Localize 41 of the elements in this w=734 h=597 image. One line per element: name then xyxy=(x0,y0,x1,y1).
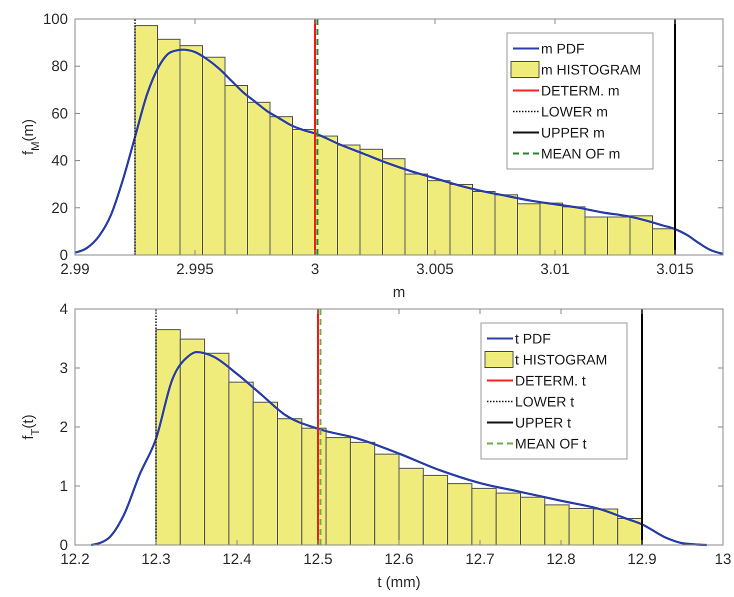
legend-label: MEAN OF t xyxy=(515,436,587,452)
x-tick-label: 12.9 xyxy=(627,551,657,568)
x-tick-label: 12.7 xyxy=(465,551,495,568)
legend-label: t PDF xyxy=(515,330,551,346)
y-tick-label: 100 xyxy=(42,11,68,28)
legend-label: DETERM. t xyxy=(515,372,586,388)
legend-label: MEAN OF m xyxy=(541,146,620,162)
legend-label: DETERM. m xyxy=(541,82,620,98)
x-tick-label: 12.5 xyxy=(303,551,333,568)
legend-label: m HISTOGRAM xyxy=(541,62,642,78)
x-tick-label: 3.01 xyxy=(540,261,570,278)
x-tick-label: 2.995 xyxy=(176,261,214,278)
x-tick-label: 12.3 xyxy=(141,551,171,568)
x-tick-label: 13 xyxy=(714,551,732,568)
y-tick-label: 2 xyxy=(60,419,68,436)
x-axis-title: t (mm) xyxy=(377,574,421,591)
x-tick-label: 12.6 xyxy=(384,551,414,568)
legend-label: m PDF xyxy=(541,40,585,56)
y-tick-label: 3 xyxy=(60,360,68,377)
y-tick-label: 40 xyxy=(51,152,68,170)
x-axis-title: m xyxy=(392,284,406,301)
x-tick-label: 3.005 xyxy=(416,261,454,278)
legend-label: UPPER t xyxy=(515,414,572,430)
x-tick-label: 12.2 xyxy=(60,551,90,568)
x-tick-label: 12.4 xyxy=(222,551,252,568)
legend-label: t HISTOGRAM xyxy=(515,352,608,368)
y-tick-label: 80 xyxy=(51,58,68,76)
legend-label: UPPER m xyxy=(541,124,605,140)
y-tick-label: 1 xyxy=(60,478,68,495)
x-tick-label: 3 xyxy=(310,261,320,278)
x-tick-label: 3.015 xyxy=(656,261,694,278)
line-series xyxy=(90,350,708,546)
y-tick-label: 0 xyxy=(60,537,68,554)
legend-label: LOWER t xyxy=(515,394,574,410)
y-tick-label: 0 xyxy=(60,247,68,264)
legend-label: LOWER m xyxy=(541,104,608,120)
y-tick-label: 20 xyxy=(51,200,68,217)
x-tick-label: 2.99 xyxy=(60,261,90,278)
y-tick-label: 4 xyxy=(60,301,68,318)
x-tick-label: 12.8 xyxy=(546,551,576,568)
y-tick-label: 60 xyxy=(51,105,68,122)
